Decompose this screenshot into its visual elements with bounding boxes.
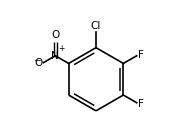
Text: F: F xyxy=(138,50,144,60)
Text: O: O xyxy=(51,30,60,40)
Text: N: N xyxy=(51,51,59,61)
Text: Cl: Cl xyxy=(91,21,101,31)
Text: −: − xyxy=(33,55,40,64)
Text: F: F xyxy=(138,99,144,109)
Text: +: + xyxy=(58,44,65,53)
Text: O: O xyxy=(34,58,42,68)
